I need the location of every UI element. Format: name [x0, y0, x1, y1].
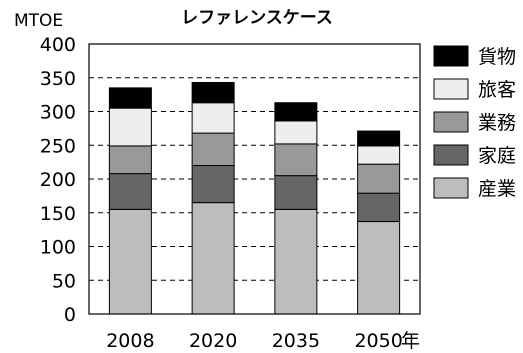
y-tick-label: 150: [40, 203, 76, 225]
bar-segment: [191, 132, 235, 167]
bars: [108, 81, 401, 315]
bar-segment: [357, 163, 401, 194]
bar-segment: [108, 145, 152, 175]
y-axis-unit: MTOE: [14, 11, 63, 31]
bar-segment: [357, 221, 401, 315]
bar-segment: [108, 87, 152, 109]
bar-segment: [357, 192, 401, 223]
bar-segment: [357, 145, 401, 165]
bar-segment: [274, 102, 318, 122]
bar-segment: [274, 208, 318, 315]
legend-swatch: [433, 78, 469, 100]
legend-label: 旅客: [478, 79, 516, 101]
legend-swatch: [433, 144, 469, 166]
bar-segment: [274, 175, 318, 210]
y-tick-label: 250: [40, 135, 76, 157]
y-tick-label: 300: [40, 102, 76, 124]
y-tick-label: 100: [40, 237, 76, 259]
legend-swatch: [433, 177, 469, 199]
legend-swatch: [433, 45, 469, 67]
y-tick-label: 0: [64, 304, 76, 326]
bar-segment: [191, 102, 235, 134]
bar-segment: [357, 130, 401, 147]
x-tick-label: 2050: [354, 330, 402, 352]
bar-segment: [108, 208, 152, 315]
bar-segment: [108, 107, 152, 147]
bar-segment: [191, 202, 235, 315]
legend-label: 産業: [478, 178, 516, 200]
plot-frame: [88, 43, 421, 315]
bar-segment: [191, 165, 235, 204]
bar-segment: [191, 81, 235, 104]
x-axis-unit: 年: [401, 330, 420, 352]
chart-title: レファレンスケース: [181, 8, 333, 28]
y-tick-label: 350: [40, 68, 76, 90]
y-tick-label: 200: [40, 169, 76, 191]
y-axis-ticks: 0 50 100 150 200 250 300 350 400: [40, 34, 76, 326]
x-tick-label: 2020: [189, 330, 237, 352]
legend-label: 業務: [478, 112, 516, 134]
x-axis-ticks: 2008 2020 2035 2050: [106, 330, 403, 352]
legend-swatch: [433, 111, 469, 133]
x-tick-label: 2035: [272, 330, 320, 352]
bar-segment: [274, 120, 318, 145]
bar-segment: [274, 143, 318, 177]
y-tick-label: 50: [52, 270, 76, 292]
x-tick-label: 2008: [106, 330, 154, 352]
bar-segment: [108, 173, 152, 210]
legend-label: 貨物: [478, 46, 516, 68]
legend-label: 家庭: [478, 145, 516, 167]
y-tick-label: 400: [40, 34, 76, 56]
